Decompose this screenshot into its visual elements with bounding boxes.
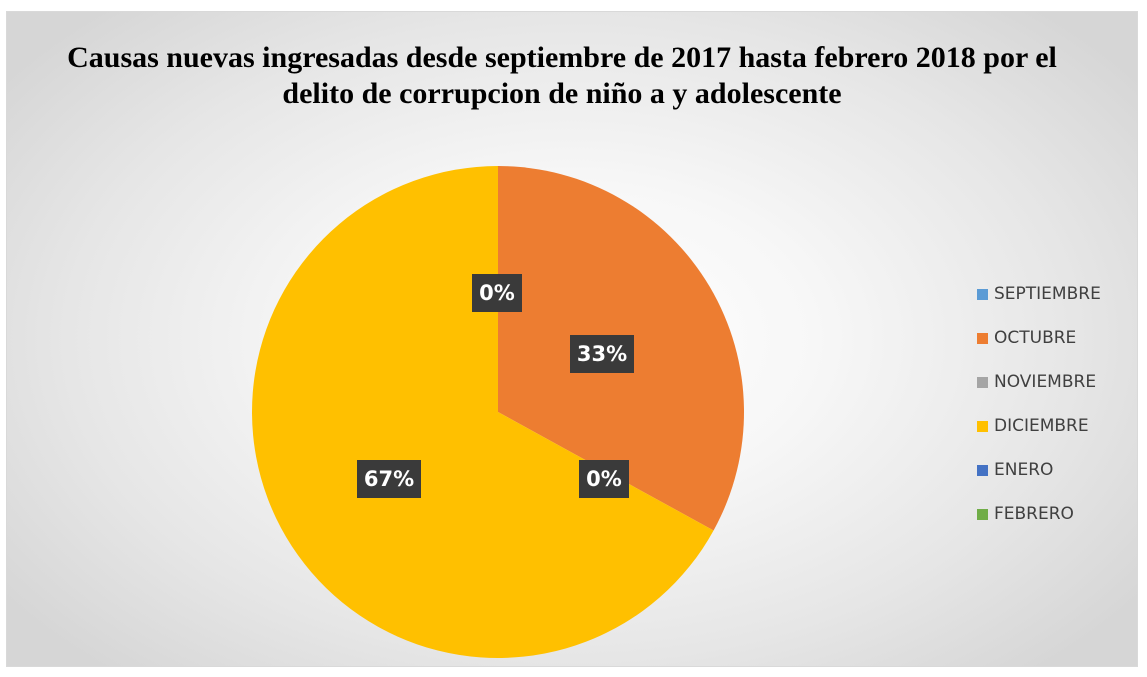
data-label-box <box>472 274 522 312</box>
legend-item-octubre: OCTUBRE <box>977 316 1137 360</box>
legend-label: OCTUBRE <box>994 328 1077 348</box>
legend-swatch <box>977 332 988 344</box>
legend-item-noviembre: NOVIEMBRE <box>977 360 1137 404</box>
legend-item-septiembre: SEPTIEMBRE <box>977 272 1137 316</box>
data-label-noviembre: 0% <box>579 460 629 498</box>
data-label-box <box>579 460 629 498</box>
data-label-text: 67% <box>364 467 414 491</box>
legend-item-diciembre: DICIEMBRE <box>977 404 1137 448</box>
legend-label: DICIEMBRE <box>994 416 1089 436</box>
legend-swatch <box>977 420 988 432</box>
data-label-octubre: 33% <box>570 335 634 373</box>
legend-swatch <box>977 376 988 388</box>
legend-swatch <box>977 464 988 476</box>
data-label-septiembre: 0% <box>472 274 522 312</box>
legend-label: ENERO <box>994 460 1054 480</box>
legend-item-enero: ENERO <box>977 448 1137 492</box>
legend-label: SEPTIEMBRE <box>994 284 1101 304</box>
legend-label: FEBRERO <box>994 504 1074 524</box>
legend-label: NOVIEMBRE <box>994 372 1097 392</box>
data-label-box <box>570 335 634 373</box>
pie-slice-diciembre <box>252 165 714 658</box>
chart-title: Causas nuevas ingresadas desde septiembr… <box>67 41 1057 110</box>
legend-swatch <box>977 288 988 300</box>
chart-area: Causas nuevas ingresadas desde septiembr… <box>6 11 1138 667</box>
data-label-box <box>357 460 421 498</box>
legend-swatch <box>977 508 988 520</box>
data-label-text: 33% <box>577 342 627 366</box>
pie-chart: 0% 33% 0% 67% <box>252 165 745 658</box>
data-label-diciembre: 67% <box>357 460 421 498</box>
legend: SEPTIEMBRE OCTUBRE NOVIEMBRE DICIEMBRE ENERO… <box>977 272 1137 536</box>
legend-item-febrero: FEBRERO <box>977 492 1137 536</box>
data-label-text: 0% <box>479 281 515 305</box>
data-label-text: 0% <box>586 467 622 491</box>
